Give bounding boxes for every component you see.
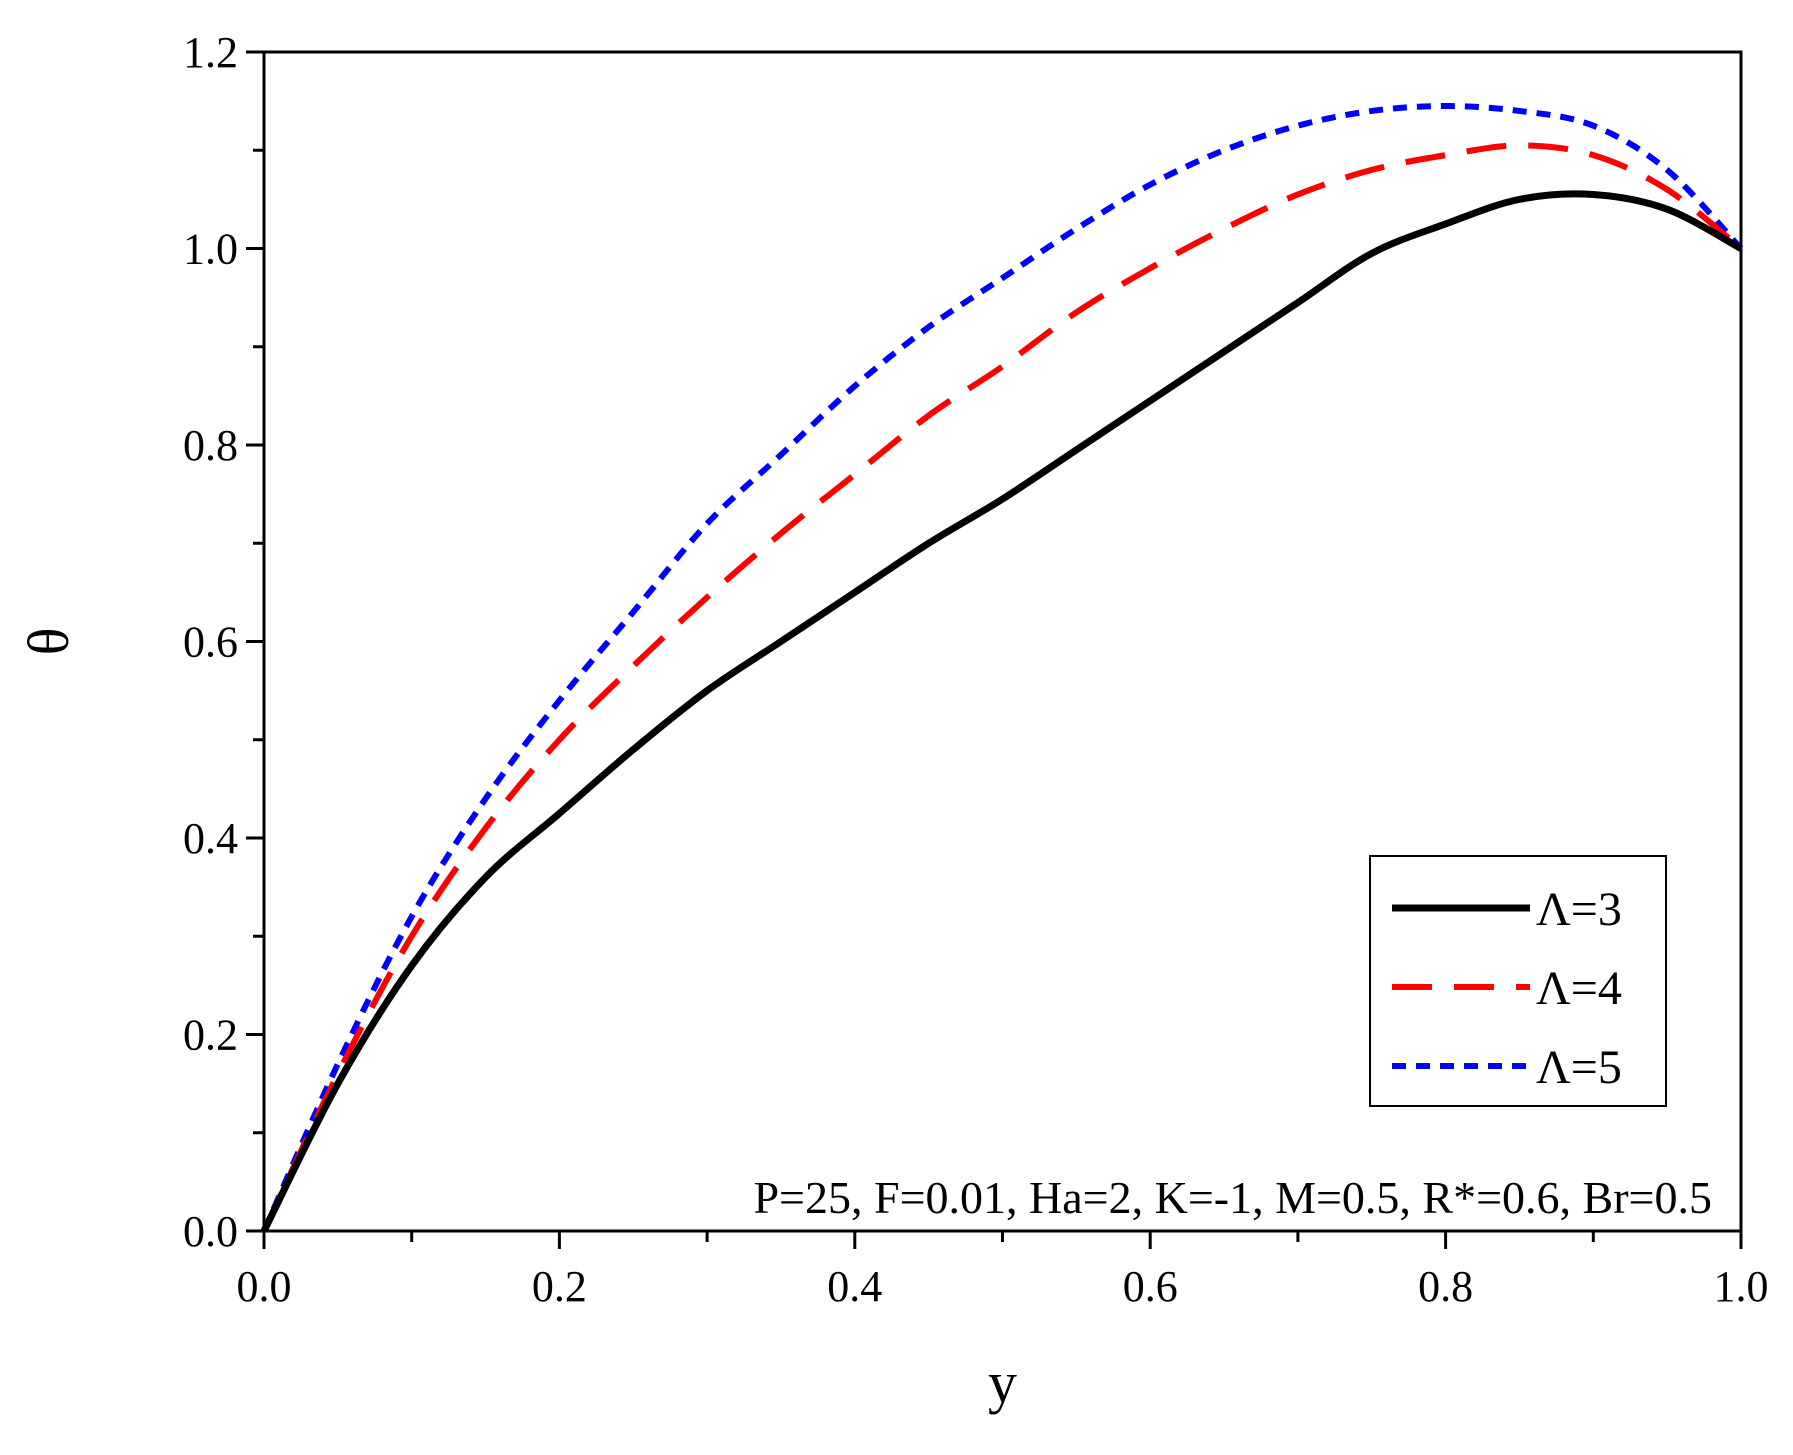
y-tick-label: 1.0 (183, 225, 238, 274)
x-tick-label: 0.4 (827, 1262, 882, 1311)
series-line-solid (260, 190, 1743, 1233)
y-tick-label: 0.8 (183, 421, 238, 470)
x-tick-label: 0.0 (237, 1262, 292, 1311)
y-axis-title: θ (16, 628, 81, 656)
x-tick-label: 0.6 (1123, 1262, 1178, 1311)
x-axis-title: y (988, 1350, 1017, 1415)
x-axis: 0.0 0.2 0.4 0.6 0.8 1.0 (237, 1231, 1769, 1311)
legend-label: Λ=3 (1536, 883, 1622, 936)
y-tick-label: 0.4 (183, 814, 238, 863)
x-tick-label: 0.8 (1418, 1262, 1473, 1311)
x-tick-label: 0.2 (532, 1262, 587, 1311)
series-line-dashed (261, 142, 1743, 1233)
series-line-dotted (261, 103, 1744, 1233)
legend-label: Λ=4 (1536, 962, 1622, 1015)
y-tick-label: 0.6 (183, 618, 238, 667)
y-axis: 0.0 0.2 0.4 0.6 0.8 1.0 1.2 (183, 28, 264, 1256)
y-tick-label: 0.0 (183, 1207, 238, 1256)
x-tick-label: 1.0 (1714, 1262, 1769, 1311)
y-tick-label: 1.2 (183, 28, 238, 77)
parameter-annotation: P=25, F=0.01, Ha=2, K=-1, M=0.5, R*=0.6,… (753, 1172, 1712, 1223)
series-layer (260, 103, 1744, 1233)
legend-label: Λ=5 (1536, 1041, 1622, 1094)
legend: Λ=3 Λ=4 Λ=5 (1369, 855, 1667, 1107)
y-tick-label: 0.2 (183, 1011, 238, 1060)
